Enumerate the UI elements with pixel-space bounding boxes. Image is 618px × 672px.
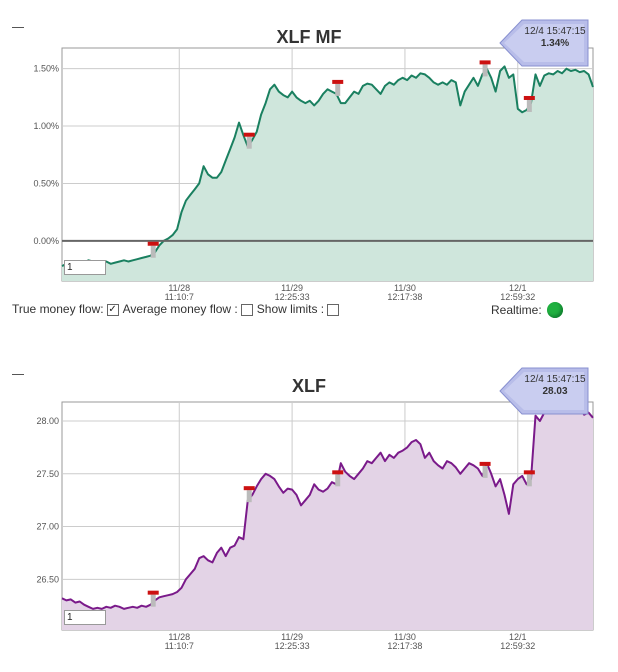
event-marker-stem[interactable] [150, 245, 156, 258]
zoom-input[interactable]: 1 [64, 260, 106, 275]
y-tick-label: 26.50 [36, 574, 59, 584]
collapse-dash-icon[interactable] [12, 27, 24, 28]
x-tick-date: 11/28 [168, 632, 190, 642]
average-money-flow-checkbox[interactable] [240, 304, 253, 316]
y-tick-label: 0.50% [33, 178, 59, 188]
event-marker-flag[interactable] [523, 470, 535, 475]
event-marker-flag[interactable] [523, 95, 535, 100]
event-marker-stem[interactable] [150, 594, 156, 607]
chart-title: XLF MF [276, 27, 342, 47]
event-marker-stem[interactable] [526, 474, 532, 487]
show-limits-label: Show limits : [256, 302, 325, 316]
x-tick-time: 11:10:7 [165, 292, 194, 302]
event-marker-flag[interactable] [243, 486, 255, 491]
callout-arrow-icon [499, 19, 589, 67]
x-tick-time: 12:17:38 [387, 292, 422, 302]
event-marker-stem[interactable] [335, 474, 341, 487]
money-flow-chart-panel: XLF MF 1.50% 1.00% 0.50% 0.00% 11/28 11:10:7 1… [0, 0, 618, 318]
y-tick-label: 27.00 [36, 522, 59, 532]
event-marker-stem[interactable] [335, 83, 341, 96]
x-tick-time: 12:25:33 [275, 292, 310, 302]
value-callout: 12/4 15:47:15 1.34% [499, 18, 590, 68]
callout-arrow-icon [499, 367, 589, 415]
y-tick-label: 1.50% [33, 64, 59, 74]
realtime-label: Realtime: [491, 303, 542, 317]
event-marker-flag[interactable] [147, 590, 159, 595]
y-tick-label: 0.00% [33, 236, 59, 246]
y-tick-label: 27.50 [36, 469, 59, 479]
series-line [61, 65, 594, 267]
event-marker-flag[interactable] [243, 132, 255, 137]
chart-options: True money flow: ✓ Average money flow : … [12, 302, 343, 316]
zoom-input[interactable]: 1 [64, 610, 106, 625]
series-area [62, 404, 593, 630]
x-tick-date: 11/28 [168, 283, 190, 293]
callout-timestamp: 12/4 15:47:15 [524, 374, 586, 385]
event-marker-stem[interactable] [482, 64, 488, 77]
x-tick-time: 12:17:38 [387, 641, 422, 651]
event-marker-stem[interactable] [482, 465, 488, 478]
event-marker-flag[interactable] [147, 241, 159, 246]
x-tick-time: 12:59:32 [500, 292, 535, 302]
callout-value: 28.03 [542, 386, 568, 397]
callout-value: 1.34% [540, 38, 570, 49]
x-tick-date: 12/1 [509, 283, 527, 293]
x-tick-date: 11/29 [281, 283, 303, 293]
event-marker-flag[interactable] [479, 461, 491, 466]
event-marker-flag[interactable] [332, 79, 344, 84]
realtime-status-icon[interactable] [546, 302, 563, 318]
event-marker-flag[interactable] [479, 60, 491, 65]
series-line [61, 403, 594, 610]
x-tick-date: 11/30 [394, 283, 416, 293]
series-area [62, 66, 593, 282]
event-marker-flag[interactable] [332, 470, 344, 475]
realtime-indicator: Realtime: [491, 302, 563, 318]
y-tick-label: 1.00% [33, 121, 59, 131]
true-money-flow-label: True money flow: [12, 302, 104, 316]
callout-timestamp: 12/4 15:47:15 [524, 26, 586, 37]
x-tick-date: 12/1 [509, 632, 527, 642]
x-tick-time: 12:59:32 [500, 641, 535, 651]
true-money-flow-checkbox[interactable]: ✓ [106, 304, 119, 316]
x-tick-date: 11/30 [394, 632, 416, 642]
x-tick-time: 12:25:33 [275, 641, 310, 651]
chart-title: XLF [292, 376, 326, 396]
event-marker-stem[interactable] [526, 99, 532, 112]
price-chart[interactable]: 28.0027.5027.0026.5011/2811:10:711/2912:… [0, 362, 618, 662]
event-marker-stem[interactable] [246, 490, 252, 503]
x-tick-time: 11:10:7 [165, 641, 194, 651]
event-marker-stem[interactable] [246, 136, 252, 149]
value-callout: 12/4 15:47:15 28.03 [499, 366, 590, 416]
average-money-flow-label: Average money flow : [122, 302, 238, 316]
x-tick-date: 11/29 [281, 632, 303, 642]
y-tick-label: 28.00 [36, 416, 59, 426]
collapse-dash-icon[interactable] [12, 374, 24, 375]
money-flow-chart[interactable]: 1.50%1.00%0.50%0.00%11/2811:10:711/2912:… [0, 0, 618, 302]
show-limits-checkbox[interactable] [327, 304, 340, 316]
price-chart-panel: XLF 28.00 27.50 27.00 26.50 11/28 11:10:7 11/2… [0, 362, 618, 672]
